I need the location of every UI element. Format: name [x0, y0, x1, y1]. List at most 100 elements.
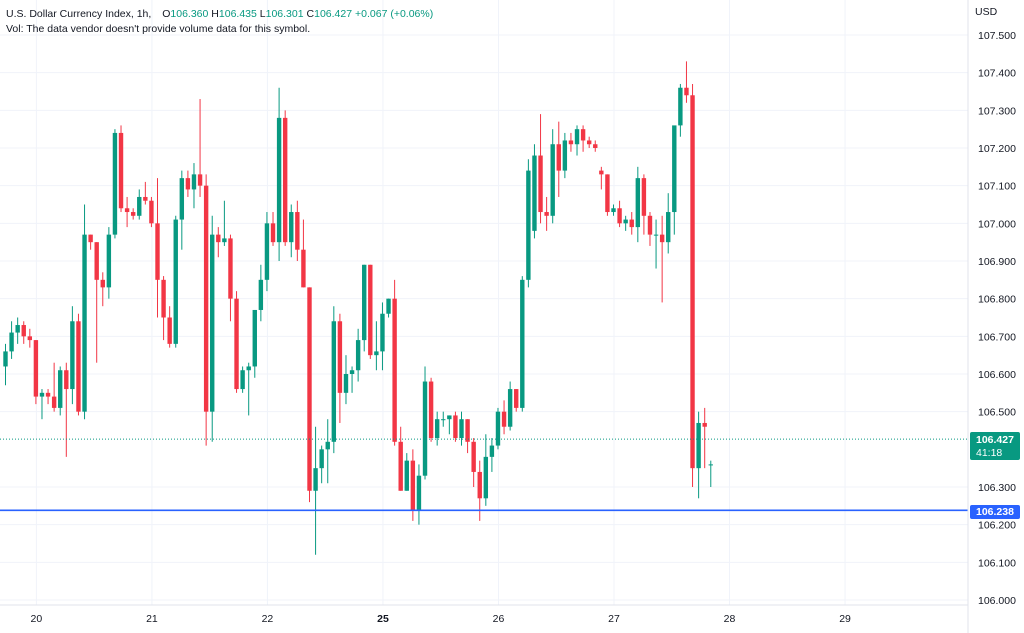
- candle-body: [556, 144, 561, 171]
- candle: [538, 114, 543, 224]
- x-tick-label: 20: [31, 613, 43, 625]
- candle-body: [282, 117, 288, 243]
- candle: [313, 426, 318, 555]
- candle: [623, 215, 628, 231]
- candle: [203, 174, 209, 446]
- candle-body: [471, 441, 476, 472]
- candle: [416, 464, 422, 525]
- candle: [514, 389, 519, 412]
- candle: [15, 317, 20, 344]
- candle: [410, 449, 416, 521]
- candle-body: [666, 212, 671, 243]
- candle-body: [447, 415, 452, 420]
- horizontal-level-tag[interactable]: 106.238: [970, 505, 1020, 519]
- candle: [678, 83, 683, 137]
- candle-body: [301, 249, 306, 288]
- low-value: 106.301: [265, 8, 304, 20]
- volume-note: Vol: The data vendor doesn't provide vol…: [6, 23, 311, 35]
- candle: [574, 125, 580, 156]
- candle-body: [343, 374, 349, 393]
- x-tick-label: 29: [839, 613, 851, 625]
- candle-body: [64, 370, 69, 390]
- last-price-tag: 106.427 41:18: [970, 432, 1020, 460]
- candle: [179, 170, 185, 250]
- candle: [653, 219, 659, 269]
- candle-body: [514, 389, 519, 408]
- candles: [3, 61, 713, 555]
- candle-body: [246, 366, 251, 371]
- candle: [137, 189, 142, 220]
- candle-body: [94, 242, 99, 280]
- candle: [343, 355, 349, 405]
- candle-body: [459, 419, 464, 439]
- candle: [556, 121, 561, 197]
- last-price-value: 106.427: [976, 434, 1014, 446]
- candle-body: [58, 370, 63, 408]
- open-value: 106.360: [170, 8, 209, 20]
- y-tick-label: 107.300: [978, 105, 1016, 117]
- candle-body: [33, 340, 39, 397]
- candle-body: [495, 411, 501, 446]
- candle-body: [653, 234, 659, 236]
- candle: [276, 87, 282, 261]
- candle: [167, 306, 172, 348]
- candle: [617, 200, 622, 228]
- candle-body: [179, 178, 185, 220]
- candle-body: [240, 370, 245, 390]
- candle-body: [696, 422, 701, 469]
- candle-body: [611, 208, 616, 213]
- candle-body: [325, 441, 330, 450]
- candle-body: [684, 87, 689, 96]
- candle-body: [678, 87, 683, 126]
- candle-body: [295, 212, 300, 250]
- candle-body: [617, 208, 622, 224]
- candle: [70, 306, 75, 405]
- candle: [471, 438, 476, 487]
- candle-body: [313, 468, 318, 491]
- candle: [501, 400, 507, 435]
- candle-body: [118, 132, 124, 209]
- candle-body: [124, 208, 130, 213]
- candle-body: [380, 313, 385, 352]
- candle-body: [629, 219, 634, 228]
- candle-body: [100, 279, 105, 288]
- ohlc-row: U.S. Dollar Currency Index, 1h, O106.360…: [6, 7, 433, 22]
- candle: [27, 328, 33, 348]
- candle: [161, 276, 166, 341]
- candle-body: [173, 219, 178, 344]
- candle-body: [489, 445, 495, 457]
- candle-body: [659, 234, 665, 243]
- candle: [9, 321, 14, 359]
- candle-body: [568, 140, 574, 145]
- candle-body: [70, 321, 75, 390]
- candle-body: [477, 471, 482, 499]
- currency-label[interactable]: USD: [975, 6, 998, 18]
- candle-body: [520, 279, 525, 408]
- symbol-label[interactable]: U.S. Dollar Currency Index, 1h,: [6, 8, 152, 20]
- y-tick-label: 107.500: [978, 30, 1016, 42]
- candle-body: [647, 215, 653, 235]
- candle: [568, 132, 574, 152]
- candle: [216, 227, 221, 258]
- candle: [3, 343, 8, 386]
- candle-body: [374, 351, 379, 356]
- candle: [234, 291, 239, 393]
- candle-body: [550, 144, 555, 216]
- candle: [270, 212, 276, 246]
- candle: [21, 321, 26, 344]
- candle-body: [507, 389, 513, 427]
- candle: [106, 227, 112, 299]
- candle-body: [635, 178, 641, 228]
- y-tick-label: 107.400: [978, 68, 1016, 80]
- candle: [404, 453, 409, 491]
- candle: [355, 328, 361, 382]
- candle-body: [307, 287, 312, 491]
- candle: [690, 83, 695, 487]
- candle-body: [228, 238, 233, 299]
- x-tick-label: 22: [262, 613, 274, 625]
- candle: [118, 125, 124, 213]
- candle: [659, 215, 665, 303]
